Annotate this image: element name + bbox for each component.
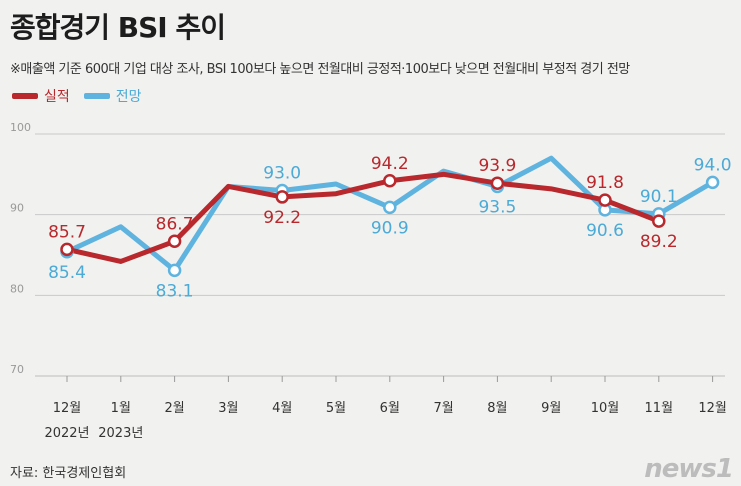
data-label-actual: 85.7 — [48, 222, 86, 242]
data-label-forecast: 83.1 — [156, 281, 194, 301]
legend: 실적 전망 — [12, 86, 142, 106]
x-tick-label: 3월 — [218, 401, 238, 416]
x-tick-year-label: 2023년 — [98, 426, 143, 441]
x-tick-label: 7월 — [433, 401, 453, 416]
x-tick-label: 12월 — [698, 401, 727, 416]
x-tick-label: 2월 — [164, 401, 184, 416]
x-tick-label: 1월 — [111, 401, 131, 416]
data-point-forecast — [167, 263, 182, 278]
legend-item-actual: 실적 — [12, 86, 70, 106]
y-tick-label: 90 — [10, 202, 24, 215]
data-point-forecast — [705, 175, 720, 190]
data-label-forecast: 94.0 — [694, 155, 732, 175]
data-point-actual — [60, 242, 74, 257]
data-label-actual: 91.8 — [586, 173, 624, 193]
data-label-forecast: 85.4 — [48, 263, 86, 283]
data-label-actual: 89.2 — [640, 232, 678, 252]
x-tick-label: 4월 — [272, 401, 292, 416]
news1-logo: news1 — [644, 454, 734, 484]
legend-label-forecast: 전망 — [115, 89, 142, 105]
data-label-forecast: 93.5 — [478, 197, 516, 217]
x-tick-label: 5월 — [326, 401, 346, 416]
data-point-actual — [167, 234, 182, 249]
y-tick-label: 70 — [10, 363, 24, 376]
x-tick-label: 6월 — [380, 401, 400, 416]
data-label-actual: 92.2 — [263, 208, 301, 228]
x-tick-year-label: 2022년 — [44, 426, 89, 441]
data-label-actual: 93.9 — [478, 156, 516, 176]
data-label-actual: 94.2 — [371, 154, 409, 174]
x-tick-label: 12월 — [53, 401, 82, 416]
data-point-forecast — [383, 200, 397, 215]
data-label-actual: 86.7 — [156, 214, 194, 234]
data-point-actual — [598, 193, 612, 207]
data-label-forecast: 93.0 — [263, 163, 301, 183]
x-tick-label: 10월 — [591, 401, 620, 416]
chart-title: 종합경기 BSI 추이 — [10, 11, 226, 44]
x-tick-label: 8월 — [487, 401, 507, 416]
legend-swatch-actual — [12, 93, 38, 99]
x-tick-label: 11월 — [645, 401, 674, 416]
x-tick-label: 9월 — [541, 401, 561, 416]
y-tick-label: 100 — [10, 121, 31, 134]
legend-label-actual: 실적 — [44, 89, 70, 105]
legend-item-forecast: 전망 — [83, 86, 142, 106]
chart-subtitle: ※매출액 기준 600대 기업 대상 조사, BSI 100보다 높으면 전월대… — [10, 62, 630, 77]
data-label-forecast: 90.9 — [371, 218, 409, 238]
source-note: 자료: 한국경제인협회 — [10, 466, 127, 481]
data-point-actual — [490, 176, 505, 190]
y-tick-label: 80 — [10, 282, 24, 295]
series-line-actual — [64, 171, 662, 264]
data-label-forecast: 90.1 — [640, 187, 678, 207]
data-point-actual — [275, 190, 289, 204]
data-label-forecast: 90.6 — [586, 221, 624, 241]
data-point-actual — [652, 214, 666, 228]
legend-swatch-forecast — [83, 93, 110, 99]
data-point-actual — [383, 174, 397, 188]
